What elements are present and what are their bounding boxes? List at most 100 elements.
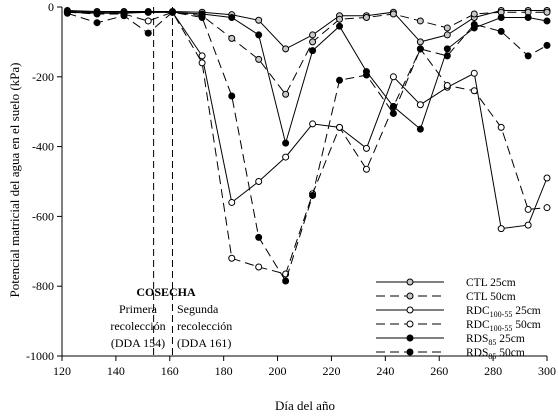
x-tick-label: 120 [53,364,71,378]
axes-layer: 120 140 160 180 200 220 240 260 280 300 0 -200 -400 -… [26,0,556,378]
series-3-point [228,198,236,206]
legend-marker-2 [406,292,414,300]
first-harvest-line1: Primera [119,302,158,316]
series-6-point [198,13,206,21]
series-5-point [93,9,101,17]
x-tick-label: 180 [215,364,233,378]
series-2-point [470,10,478,18]
series-3-point [497,225,505,233]
series-4-point [362,165,370,173]
x-tick-label: 200 [269,364,287,378]
series-1-point [309,31,317,39]
y-axis-label: Potencial matricial del agua en el suelo… [7,63,22,298]
series-6-point [362,71,370,79]
series-4-point [255,263,263,271]
series-5-point [497,13,505,21]
series-3-point [470,69,478,77]
plot-layer [63,6,551,356]
y-tick-label: -600 [32,209,54,223]
series-3-point [389,73,397,81]
series-6-point [144,29,152,37]
second-harvest-line3: (DDA 161) [177,336,231,350]
legend-marker-4 [406,320,414,328]
series-3-point [362,144,370,152]
series-2-point [228,34,236,42]
series-6-point [309,191,317,199]
x-tick-label: 240 [376,364,394,378]
series-3-point [198,52,206,60]
harvest-title: COSECHA [136,285,196,299]
series-3-point [524,221,532,229]
legend-marker-5 [406,334,414,342]
series-5-point [282,139,290,147]
x-tick-label: 220 [322,364,340,378]
series-6-point [282,277,290,285]
series-5-point [309,47,317,55]
series-6-point [93,19,101,27]
series-6-point [63,9,71,17]
x-tick-label: 300 [538,364,556,378]
annotations: COSECHA Primera recolección (DDA 154) Se… [110,285,232,350]
legend-label-6: RDS85 50cm [466,347,525,361]
series-2-point [282,90,290,98]
second-harvest-line1: Segunda [177,302,219,316]
series-2-point [336,15,344,23]
series-1-point [255,16,263,24]
series-1-point [416,38,424,46]
series-4-point [336,123,344,131]
series-3-point [282,153,290,161]
series-6-point [543,41,551,49]
series-5-point [228,13,236,21]
legend: CTL 25cm CTL 50cm RDC100-55 25cmRDC100-55 … [376,277,541,361]
second-harvest-line2: recolección [177,319,232,333]
series-4-point [524,205,532,213]
x-axis-label: Día del año [275,398,335,413]
y-tick-label: -1000 [26,349,54,363]
y-tick-label: -400 [32,140,54,154]
series-2-point [416,17,424,25]
series-2-point [362,13,370,21]
legend-label-4: RDC100-55 50cm [466,319,541,333]
legend-label-5: RDS85 25cm [466,333,525,347]
series-2-point [443,24,451,32]
series-5-point [524,13,532,21]
series-4-point [470,87,478,95]
series-5-point [543,17,551,25]
series-5-point [443,45,451,53]
series-6-point [389,109,397,117]
series-5-point [255,31,263,39]
series-2-point [543,8,551,16]
first-harvest-line2: recolección [110,319,165,333]
series-5-point [336,22,344,30]
x-tick-label: 280 [484,364,502,378]
legend-marker-6 [406,348,414,356]
series-1-point [282,45,290,53]
series-4-point [198,59,206,67]
series-4-point [443,82,451,90]
series-6-point [524,52,532,60]
series-4-point [228,254,236,262]
legend-marker-1 [406,278,414,286]
series-6-point [255,233,263,241]
series-6-point [228,92,236,100]
series-3-point [543,174,551,182]
series-4-point [144,17,152,25]
series-4-point [543,204,551,212]
series-2-point [255,55,263,63]
series-2-point [389,10,397,18]
series-6-point [336,76,344,84]
legend-label-3: RDC100-55 25cm [466,305,541,319]
series-5-point [144,8,152,16]
series-6-point [168,8,176,16]
series-6-point [497,27,505,35]
series-6-point [416,45,424,53]
series-line-3 [67,11,548,230]
series-2-point [309,38,317,46]
series-6-point [443,52,451,60]
y-tick-label: -800 [32,279,54,293]
series-3-point [255,178,263,185]
legend-label-1: CTL 25cm [466,277,516,289]
series-6-point [470,20,478,28]
legend-label-2: CTL 50cm [466,291,516,303]
